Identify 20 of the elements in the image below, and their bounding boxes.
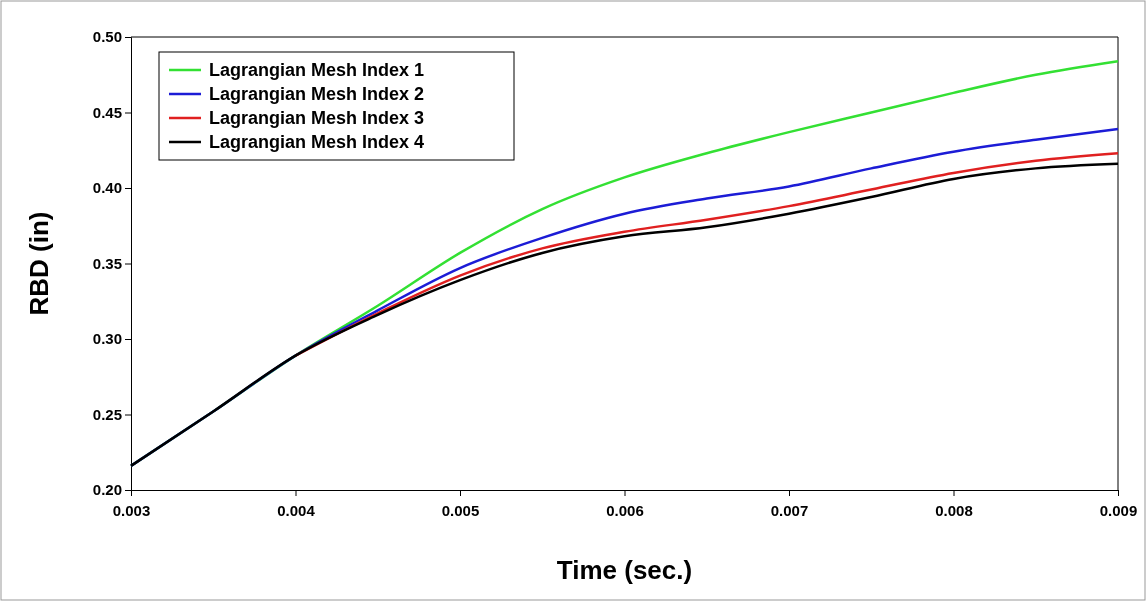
y-tick-label: 0.45: [92, 103, 122, 121]
x-tick-label: 0.004: [277, 501, 316, 519]
x-tick-label: 0.005: [441, 501, 480, 519]
y-tick-label: 0.50: [92, 28, 122, 46]
x-tick-label: 0.007: [770, 501, 809, 519]
y-tick-label: 0.20: [92, 481, 122, 499]
x-tick-label: 0.008: [935, 501, 973, 519]
x-tick-label: 0.006: [606, 501, 644, 519]
x-tick-label: 0.009: [1099, 501, 1138, 519]
y-tick-label: 0.35: [92, 254, 122, 272]
y-tick-label: 0.30: [92, 330, 122, 348]
y-tick-label: 0.25: [92, 405, 122, 423]
legend-label: Lagrangian Mesh Index 3: [209, 108, 425, 128]
legend-label: Lagrangian Mesh Index 1: [209, 60, 425, 80]
legend-label: Lagrangian Mesh Index 4: [209, 132, 425, 152]
x-axis-title: Time (sec.): [556, 555, 693, 585]
legend-label: Lagrangian Mesh Index 2: [209, 84, 425, 104]
y-axis-title: RBD (in): [24, 211, 54, 316]
x-tick-label: 0.003: [112, 501, 151, 519]
y-tick-label: 0.40: [92, 179, 122, 197]
